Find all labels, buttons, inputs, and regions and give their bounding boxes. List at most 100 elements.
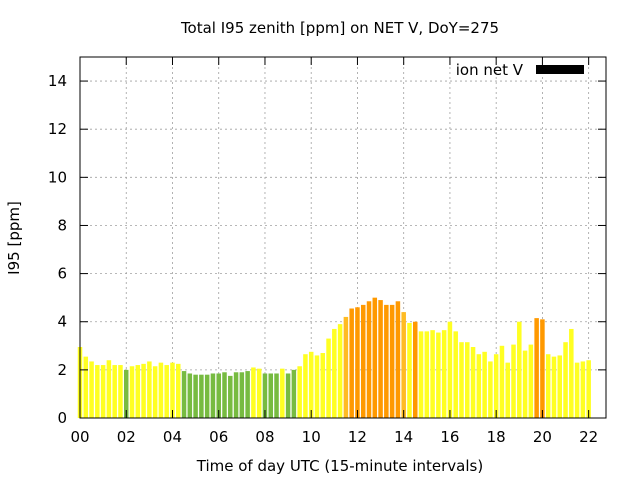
bar xyxy=(441,330,447,418)
bar xyxy=(285,373,291,418)
bar xyxy=(378,300,383,418)
y-tick-label: 12 xyxy=(48,120,67,138)
bar xyxy=(147,361,152,418)
bar xyxy=(89,361,94,418)
bar xyxy=(447,321,453,418)
bar xyxy=(181,371,187,418)
bar xyxy=(256,368,262,418)
x-tick-label: 20 xyxy=(533,428,552,446)
bar xyxy=(384,304,389,418)
bar xyxy=(540,319,545,418)
x-tick-label: 04 xyxy=(163,428,182,446)
legend-swatch xyxy=(536,65,584,74)
bar xyxy=(303,354,308,418)
bar xyxy=(251,367,256,418)
bar xyxy=(326,338,331,418)
bar xyxy=(291,369,297,418)
x-tick-label: 00 xyxy=(70,428,89,446)
bar xyxy=(569,328,574,418)
bar xyxy=(349,308,354,418)
bar xyxy=(141,363,146,418)
y-tick-label: 10 xyxy=(48,168,67,186)
bar xyxy=(152,366,158,418)
bar xyxy=(176,363,181,418)
bar xyxy=(193,374,198,418)
bar xyxy=(493,354,499,418)
legend-label: ion net V xyxy=(456,61,524,79)
bar xyxy=(401,312,406,418)
bar xyxy=(308,351,314,418)
x-tick-label: 02 xyxy=(117,428,136,446)
bar xyxy=(233,372,239,418)
bar xyxy=(488,361,493,418)
bar xyxy=(453,331,458,418)
bar xyxy=(216,373,221,418)
x-tick-label: 22 xyxy=(579,428,598,446)
bar xyxy=(459,342,464,418)
bar xyxy=(412,321,418,418)
y-tick-label: 0 xyxy=(57,409,67,427)
x-tick-label: 12 xyxy=(348,428,367,446)
bar xyxy=(83,356,89,418)
bar xyxy=(239,372,245,418)
bar xyxy=(505,362,510,418)
x-tick-label: 14 xyxy=(394,428,413,446)
bar xyxy=(268,373,274,418)
bar xyxy=(528,344,534,418)
plot-frame xyxy=(79,56,607,419)
bar xyxy=(199,374,204,418)
bar xyxy=(563,342,568,418)
bar xyxy=(343,316,349,418)
bar xyxy=(355,307,360,418)
bar xyxy=(204,374,210,418)
bar xyxy=(320,353,326,418)
x-tick-label: 06 xyxy=(209,428,228,446)
bar xyxy=(210,373,216,418)
bar xyxy=(274,373,279,418)
legend: ion net V xyxy=(456,61,584,79)
bar xyxy=(424,331,430,418)
bar xyxy=(187,373,193,418)
bar xyxy=(332,328,337,418)
bar xyxy=(366,301,372,418)
bar xyxy=(135,365,141,418)
y-axis-label: I95 [ppm] xyxy=(5,201,23,275)
bar xyxy=(337,324,343,418)
bar xyxy=(95,365,100,418)
bar xyxy=(389,304,395,418)
bar xyxy=(100,365,106,418)
y-tick-label: 8 xyxy=(57,216,67,234)
bar xyxy=(580,361,586,418)
y-tick-label: 6 xyxy=(57,265,67,283)
bar xyxy=(360,304,366,418)
bar xyxy=(170,362,175,418)
bar xyxy=(280,368,285,418)
bar xyxy=(418,331,424,418)
bar xyxy=(118,365,123,418)
bar xyxy=(129,366,135,418)
x-tick-label: 10 xyxy=(302,428,321,446)
bar-series xyxy=(77,297,591,418)
bar xyxy=(112,365,117,418)
y-tick-label: 4 xyxy=(57,313,67,331)
bar xyxy=(407,322,412,418)
y-tick-label: 2 xyxy=(57,361,67,379)
y-tick-label: 14 xyxy=(48,72,67,90)
x-axis-label: Time of day UTC (15-minute intervals) xyxy=(196,457,483,475)
bar xyxy=(517,321,522,418)
bar xyxy=(123,369,129,418)
bar xyxy=(534,318,539,418)
x-tick-label: 16 xyxy=(440,428,459,446)
bar xyxy=(551,356,557,418)
x-tick-label: 08 xyxy=(255,428,274,446)
bar xyxy=(574,362,580,418)
bar xyxy=(106,360,112,418)
bar xyxy=(557,355,563,418)
bar xyxy=(511,344,516,418)
bar xyxy=(476,354,482,418)
bar xyxy=(465,342,470,418)
bar xyxy=(245,371,250,418)
bar xyxy=(164,365,169,418)
bar xyxy=(222,372,227,418)
